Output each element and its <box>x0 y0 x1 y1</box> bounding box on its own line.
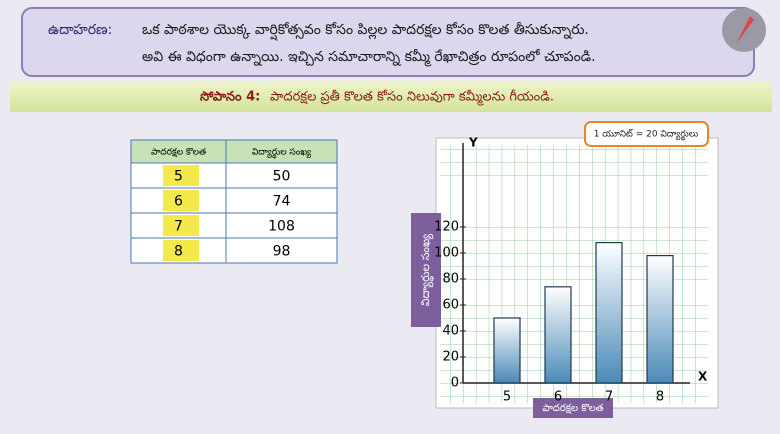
x-axis-label: పాదరక్షల కొలత <box>542 403 603 414</box>
y-axis-label: విద్యార్థుల సంఖ్య <box>419 233 435 306</box>
y-tick-label: 120 <box>434 220 459 235</box>
bar <box>646 255 674 384</box>
logo-mark <box>736 16 754 44</box>
ylabel-box <box>411 213 441 327</box>
cell: 6 <box>174 194 183 210</box>
header-line: ఒక పాఠశాల యొక్క వార్షికోత్సవం కోసం పిల్ల… <box>142 22 589 41</box>
highlight <box>163 215 199 236</box>
note: 1 యూనిట్ = 20 విద్యార్థులు <box>594 129 699 142</box>
y-tick-label: 0 <box>451 376 459 391</box>
bar <box>493 317 521 384</box>
highlight <box>163 165 199 186</box>
column-header: పాదరక్షల కొలత <box>151 148 206 158</box>
xlabel-box <box>533 398 613 418</box>
x-tick-label: 6 <box>554 390 562 405</box>
header-line: అవి ఈ విధంగా ఉన్నాయి. ఇచ్చిన సమాచారాన్ని… <box>142 49 596 67</box>
step-bar <box>10 82 772 112</box>
highlight <box>163 190 199 211</box>
note-box <box>584 121 709 147</box>
row-bg <box>131 238 337 263</box>
table-header-bg <box>131 140 337 163</box>
y-tick-label: 40 <box>442 324 459 339</box>
y-tick-label: 80 <box>442 272 459 287</box>
row-bg <box>131 163 337 188</box>
cell: 108 <box>268 219 295 235</box>
y-tick-label: 60 <box>442 298 459 313</box>
cell: 74 <box>273 194 291 210</box>
cell: 8 <box>174 244 183 260</box>
row-bg <box>131 188 337 213</box>
header-label: ఉదాహరణ: <box>48 22 112 38</box>
step-label: సోపానం 4: <box>200 90 260 105</box>
y-tick-label: 20 <box>442 350 459 365</box>
header-box <box>21 7 755 77</box>
cell: 98 <box>273 244 291 260</box>
table-border <box>130 139 338 264</box>
bar <box>595 242 623 384</box>
x-tick-label: 5 <box>503 390 511 405</box>
x-tick-label: 8 <box>656 390 664 405</box>
highlight <box>163 240 199 261</box>
row-bg <box>131 213 337 238</box>
x-axis-letter: X <box>698 370 708 384</box>
step-text: పాదరక్షల ప్రతీ కొలత కోసం నిలువుగా కమ్మీల… <box>270 89 554 107</box>
cell: 50 <box>273 169 291 185</box>
x-tick-label: 7 <box>605 390 613 405</box>
table: పాదరక్షల కొలత విద్యార్థుల సంఖ్య 5 50 6 74 7 108… <box>130 139 338 264</box>
y-axis-letter: Y <box>468 136 478 150</box>
cell: 5 <box>174 169 183 185</box>
bar <box>544 286 572 384</box>
cell: 7 <box>174 219 183 235</box>
y-tick-label: 100 <box>434 246 459 261</box>
column-header: విద్యార్థుల సంఖ్య <box>252 148 312 160</box>
